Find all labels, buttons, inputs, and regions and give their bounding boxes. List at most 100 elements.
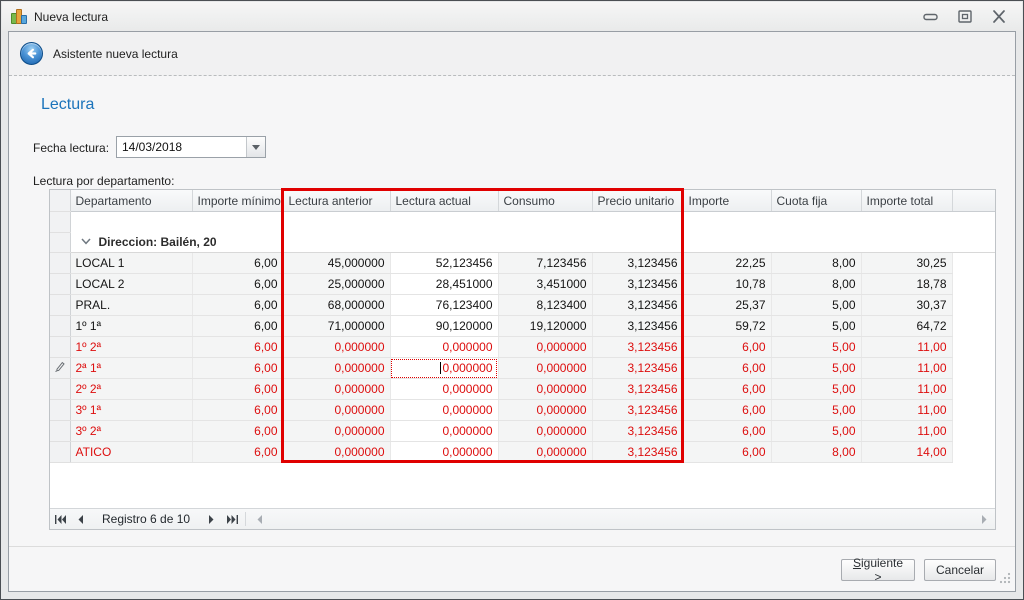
scroll-right-icon[interactable] bbox=[975, 510, 995, 528]
value-cell[interactable]: 0,000000 bbox=[283, 357, 391, 379]
value-cell[interactable]: 6,00 bbox=[192, 441, 284, 463]
value-cell[interactable]: 0,000000 bbox=[390, 336, 499, 358]
nav-prev-icon[interactable] bbox=[70, 510, 90, 528]
department-cell[interactable]: 3º 1ª bbox=[70, 399, 193, 421]
value-cell[interactable]: 3,123456 bbox=[592, 357, 684, 379]
value-cell[interactable]: 6,00 bbox=[192, 420, 284, 442]
grid-row[interactable]: 3º 1ª 6,00 0,000000 0,000000 0,000000 3,12345… bbox=[50, 399, 995, 421]
close-icon[interactable] bbox=[990, 10, 1008, 24]
value-cell[interactable]: 3,123456 bbox=[592, 294, 684, 316]
department-cell[interactable]: ATICO bbox=[70, 441, 193, 463]
value-cell[interactable]: 0,000000 bbox=[283, 441, 391, 463]
row-indicator[interactable] bbox=[50, 378, 71, 400]
row-indicator[interactable] bbox=[50, 294, 71, 316]
value-cell[interactable]: 0,000000 bbox=[283, 399, 391, 421]
value-cell[interactable]: 0,000000 bbox=[498, 357, 593, 379]
row-indicator[interactable] bbox=[50, 315, 71, 337]
column-header-departamento[interactable]: Departamento bbox=[70, 190, 193, 212]
value-cell[interactable]: 90,120000 bbox=[390, 315, 499, 337]
value-cell[interactable]: 5,00 bbox=[771, 315, 862, 337]
value-cell[interactable]: 0,000000 bbox=[390, 399, 499, 421]
value-cell[interactable]: 7,123456 bbox=[498, 252, 593, 274]
value-cell[interactable]: 11,00 bbox=[861, 357, 953, 379]
value-cell[interactable]: 6,00 bbox=[192, 336, 284, 358]
value-cell[interactable]: 5,00 bbox=[771, 336, 862, 358]
value-cell[interactable]: 6,00 bbox=[683, 357, 772, 379]
column-header-lectura-anterior[interactable]: Lectura anterior bbox=[283, 190, 391, 212]
department-cell[interactable]: 1º 2ª bbox=[70, 336, 193, 358]
value-cell[interactable]: 3,123456 bbox=[592, 273, 684, 295]
row-indicator[interactable] bbox=[50, 420, 71, 442]
value-cell[interactable]: 30,25 bbox=[861, 252, 953, 274]
value-cell[interactable]: 6,00 bbox=[683, 336, 772, 358]
value-cell[interactable]: 30,37 bbox=[861, 294, 953, 316]
value-cell[interactable]: 0,000000 bbox=[498, 336, 593, 358]
value-cell[interactable]: 5,00 bbox=[771, 357, 862, 379]
value-cell[interactable]: 14,00 bbox=[861, 441, 953, 463]
value-cell[interactable]: 19,120000 bbox=[498, 315, 593, 337]
department-cell[interactable]: 2º 2ª bbox=[70, 378, 193, 400]
value-cell[interactable]: 6,00 bbox=[683, 399, 772, 421]
value-cell[interactable]: 5,00 bbox=[771, 378, 862, 400]
value-cell[interactable]: 5,00 bbox=[771, 399, 862, 421]
value-cell[interactable]: 3,123456 bbox=[592, 336, 684, 358]
grid-row[interactable]: 1º 1ª 6,00 71,000000 90,120000 19,120000 3,12… bbox=[50, 315, 995, 337]
value-cell[interactable]: 8,00 bbox=[771, 441, 862, 463]
value-cell[interactable]: 6,00 bbox=[683, 441, 772, 463]
next-button[interactable]: Siguiente > bbox=[841, 556, 915, 584]
value-cell[interactable]: 45,000000 bbox=[283, 252, 391, 274]
column-header-importe-m-nimo[interactable]: Importe mínimo bbox=[192, 190, 284, 212]
cancel-button[interactable]: Cancelar bbox=[924, 559, 996, 581]
value-cell[interactable]: 0,000000 bbox=[283, 420, 391, 442]
nav-first-icon[interactable] bbox=[50, 510, 70, 528]
editing-cell[interactable]: 0,000000 bbox=[390, 357, 499, 379]
value-cell[interactable]: 6,00 bbox=[192, 252, 284, 274]
resize-grip-icon[interactable] bbox=[999, 571, 1011, 589]
minimize-icon[interactable] bbox=[922, 10, 940, 24]
value-cell[interactable]: 6,00 bbox=[683, 378, 772, 400]
row-indicator[interactable] bbox=[50, 399, 71, 421]
value-cell[interactable]: 11,00 bbox=[861, 399, 953, 421]
department-cell[interactable]: PRAL. bbox=[70, 294, 193, 316]
value-cell[interactable]: 3,123456 bbox=[592, 315, 684, 337]
row-indicator[interactable] bbox=[50, 441, 71, 463]
value-cell[interactable]: 0,000000 bbox=[498, 420, 593, 442]
maximize-icon[interactable] bbox=[956, 10, 974, 24]
column-header-importe-total[interactable]: Importe total bbox=[861, 190, 953, 212]
nav-next-icon[interactable] bbox=[202, 510, 222, 528]
value-cell[interactable]: 76,123400 bbox=[390, 294, 499, 316]
value-cell[interactable]: 3,123456 bbox=[592, 378, 684, 400]
value-cell[interactable]: 8,123400 bbox=[498, 294, 593, 316]
value-cell[interactable]: 0,000000 bbox=[498, 441, 593, 463]
value-cell[interactable]: 10,78 bbox=[683, 273, 772, 295]
title-bar[interactable]: Nueva lectura bbox=[2, 2, 1022, 31]
value-cell[interactable]: 25,000000 bbox=[283, 273, 391, 295]
value-cell[interactable]: 0,000000 bbox=[498, 399, 593, 421]
value-cell[interactable]: 11,00 bbox=[861, 378, 953, 400]
grid-row[interactable]: LOCAL 1 6,00 45,000000 52,123456 7,123456 3,1… bbox=[50, 252, 995, 274]
value-cell[interactable]: 71,000000 bbox=[283, 315, 391, 337]
value-cell[interactable]: 25,37 bbox=[683, 294, 772, 316]
grid-row[interactable]: 3º 2ª 6,00 0,000000 0,000000 0,000000 3,12345… bbox=[50, 420, 995, 442]
value-cell[interactable]: 6,00 bbox=[192, 294, 284, 316]
value-cell[interactable]: 0,000000 bbox=[498, 378, 593, 400]
value-cell[interactable]: 5,00 bbox=[771, 420, 862, 442]
edit-pencil-icon[interactable] bbox=[50, 357, 71, 379]
back-button[interactable] bbox=[20, 42, 43, 65]
value-cell[interactable]: 11,00 bbox=[861, 420, 953, 442]
value-cell[interactable]: 3,123456 bbox=[592, 420, 684, 442]
value-cell[interactable]: 5,00 bbox=[771, 294, 862, 316]
value-cell[interactable]: 6,00 bbox=[683, 420, 772, 442]
column-header-cuota-fija[interactable]: Cuota fija bbox=[771, 190, 862, 212]
grid-row[interactable]: 1º 2ª 6,00 0,000000 0,000000 0,000000 3,12345… bbox=[50, 336, 995, 358]
value-cell[interactable]: 6,00 bbox=[192, 378, 284, 400]
collapse-chevron-icon[interactable] bbox=[80, 238, 91, 245]
value-cell[interactable]: 8,00 bbox=[771, 252, 862, 274]
grid-row[interactable]: 2º 2ª 6,00 0,000000 0,000000 0,000000 3,12345… bbox=[50, 378, 995, 400]
value-cell[interactable]: 0,000000 bbox=[390, 378, 499, 400]
row-indicator[interactable] bbox=[50, 252, 71, 274]
value-cell[interactable]: 0,000000 bbox=[283, 378, 391, 400]
value-cell[interactable]: 6,00 bbox=[192, 357, 284, 379]
nav-last-icon[interactable] bbox=[222, 510, 242, 528]
date-dropdown-button[interactable] bbox=[246, 137, 265, 157]
